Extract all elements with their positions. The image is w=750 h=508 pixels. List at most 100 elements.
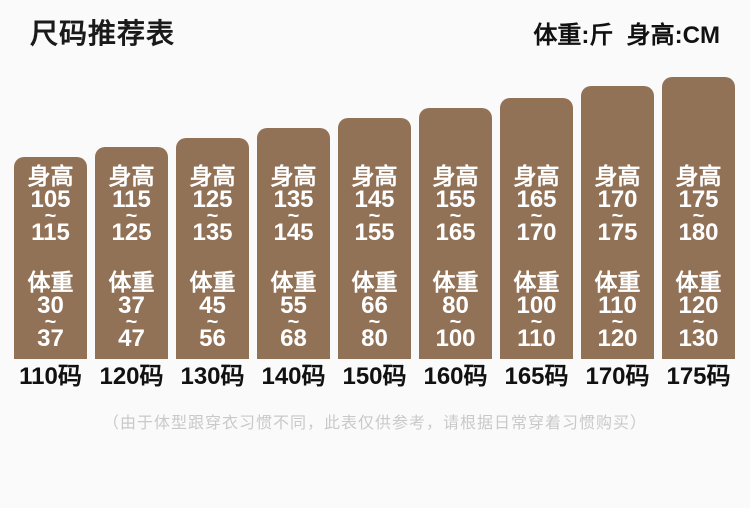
size-label: 140码 xyxy=(261,363,326,390)
range-tilde: ~ xyxy=(449,205,462,227)
bar-weight-label: 体重 xyxy=(432,269,479,295)
bar-weight-max: 56 xyxy=(199,325,226,352)
bar-weight-min: 80 xyxy=(442,292,469,319)
bar-weight-min: 110 xyxy=(598,292,637,319)
range-tilde: ~ xyxy=(611,205,624,227)
bar-weight-min: 37 xyxy=(118,292,145,319)
size-column: 身高 135 ~145 体重 55 ~68 140码 xyxy=(257,128,330,393)
size-bar: 身高 105 ~115 体重 30 ~37 xyxy=(14,157,87,359)
size-bar: 身高 145 ~155 体重 66 ~80 xyxy=(338,118,411,359)
bar-height-label: 身高 xyxy=(513,163,560,189)
range-tilde: ~ xyxy=(530,205,543,227)
bar-height-max: 155 xyxy=(354,219,395,246)
bar-height-min: 135 xyxy=(273,186,314,213)
size-column: 身高 170 ~175 体重 110 ~120 170码 xyxy=(581,86,654,393)
bar-weight-label: 体重 xyxy=(108,269,155,295)
bar-weight-max: 80 xyxy=(361,325,388,352)
range-tilde: ~ xyxy=(206,311,219,333)
range-tilde: ~ xyxy=(206,205,219,227)
range-tilde: ~ xyxy=(368,311,381,333)
size-label: 110码 xyxy=(19,363,82,390)
bar-weight-max: 68 xyxy=(280,325,307,352)
bar-height-label: 身高 xyxy=(270,163,317,189)
range-tilde: ~ xyxy=(368,205,381,227)
size-column: 身高 105 ~115 体重 30 ~37 110码 xyxy=(14,157,87,393)
bar-weight-label: 体重 xyxy=(675,269,722,295)
bar-weight-label: 体重 xyxy=(189,269,236,295)
range-tilde: ~ xyxy=(287,311,300,333)
bar-weight-min: 30 xyxy=(37,292,64,319)
size-label: 160码 xyxy=(423,363,488,390)
size-label: 175码 xyxy=(666,363,731,390)
range-tilde: ~ xyxy=(44,205,57,227)
range-tilde: ~ xyxy=(44,311,57,333)
units-note: 体重:斤 身高:CM xyxy=(533,22,720,49)
bar-weight-min: 120 xyxy=(678,292,719,319)
size-label: 165码 xyxy=(504,363,569,390)
bar-height-label: 身高 xyxy=(189,163,236,189)
bar-weight-label: 体重 xyxy=(513,269,560,295)
bar-weight-max: 37 xyxy=(37,325,64,352)
range-tilde: ~ xyxy=(530,311,543,333)
bar-height-max: 180 xyxy=(678,219,719,246)
size-bar: 身高 125 ~135 体重 45 ~56 xyxy=(176,138,249,359)
bar-weight-label: 体重 xyxy=(351,269,398,295)
bar-height-min: 175 xyxy=(678,186,719,213)
size-bar: 身高 115 ~125 体重 37 ~47 xyxy=(95,147,168,359)
bar-height-label: 身高 xyxy=(108,163,155,189)
range-tilde: ~ xyxy=(287,205,300,227)
bar-height-label: 身高 xyxy=(675,163,722,189)
size-bar: 身高 155 ~165 体重 80 ~100 xyxy=(419,108,492,359)
bar-height-min: 125 xyxy=(192,186,233,213)
range-tilde: ~ xyxy=(611,311,624,333)
size-column: 身高 125 ~135 体重 45 ~56 130码 xyxy=(176,138,249,393)
size-column: 身高 145 ~155 体重 66 ~80 150码 xyxy=(338,118,411,393)
bar-weight-label: 体重 xyxy=(594,269,641,295)
bar-height-label: 身高 xyxy=(594,163,641,189)
bar-height-label: 身高 xyxy=(432,163,479,189)
bar-weight-min: 66 xyxy=(361,292,388,319)
size-label: 170码 xyxy=(585,363,650,390)
size-column: 身高 115 ~125 体重 37 ~47 120码 xyxy=(95,147,168,393)
size-bar: 身高 165 ~170 体重 100 ~110 xyxy=(500,98,573,359)
footnote-text: （由于体型跟穿衣习惯不同，此表仅供参考，请根据日常穿着习惯购买） xyxy=(102,415,647,432)
bar-weight-max: 130 xyxy=(678,325,719,352)
size-bar: 身高 170 ~175 体重 110 ~120 xyxy=(581,86,654,359)
bar-height-min: 170 xyxy=(597,186,638,213)
bar-height-max: 175 xyxy=(597,219,638,246)
bar-height-min: 155 xyxy=(435,186,476,213)
size-bar: 身高 135 ~145 体重 55 ~68 xyxy=(257,128,330,359)
bar-height-min: 165 xyxy=(516,186,557,213)
size-bar: 身高 175 ~180 体重 120 ~130 xyxy=(662,77,735,359)
bar-weight-min: 100 xyxy=(516,292,557,319)
bar-height-max: 165 xyxy=(435,219,476,246)
range-tilde: ~ xyxy=(449,311,462,333)
bar-height-max: 135 xyxy=(192,219,233,246)
bar-weight-label: 体重 xyxy=(270,269,317,295)
size-column: 身高 155 ~165 体重 80 ~100 160码 xyxy=(419,108,492,393)
bar-weight-min: 45 xyxy=(199,292,226,319)
bar-weight-min: 55 xyxy=(280,292,307,319)
size-label: 120码 xyxy=(99,363,164,390)
size-column: 身高 175 ~180 体重 120 ~130 175码 xyxy=(662,77,735,393)
bar-weight-label: 体重 xyxy=(27,269,74,295)
bar-height-label: 身高 xyxy=(351,163,398,189)
bars-row: 身高 105 ~115 体重 30 ~37 110码 身高 115 ~125 体重 37 ~47 120码… xyxy=(14,77,735,393)
bar-weight-max: 110 xyxy=(517,325,556,352)
bar-height-min: 105 xyxy=(30,186,71,213)
bar-height-min: 115 xyxy=(112,186,151,213)
size-label: 150码 xyxy=(342,363,407,390)
bar-weight-max: 120 xyxy=(597,325,638,352)
range-tilde: ~ xyxy=(125,311,138,333)
range-tilde: ~ xyxy=(125,205,138,227)
bar-height-max: 115 xyxy=(31,219,70,246)
bar-height-max: 145 xyxy=(273,219,314,246)
size-label: 130码 xyxy=(180,363,245,390)
chart-header: 尺码推荐表 体重:斤 身高:CM xyxy=(30,12,720,52)
bar-height-max: 170 xyxy=(516,219,557,246)
bar-weight-max: 47 xyxy=(118,325,145,352)
range-tilde: ~ xyxy=(692,311,705,333)
size-column: 身高 165 ~170 体重 100 ~110 165码 xyxy=(500,98,573,393)
bar-height-min: 145 xyxy=(354,186,395,213)
